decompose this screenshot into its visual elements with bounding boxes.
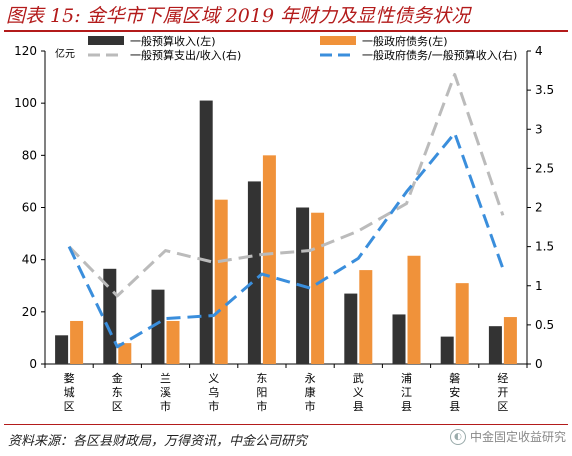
x-tick-label: 磐安县 [449,371,460,413]
y-tick-label-left: 40 [22,253,37,267]
footer-divider [4,424,568,425]
title-divider [4,30,568,32]
bar-budget-revenue [247,181,261,364]
x-tick-label: 义乌市 [208,372,219,413]
watermark: ◐ 中金固定收益研究 [449,428,566,445]
bar-government-debt [262,155,276,364]
y-tick-label-left: 100 [14,96,37,110]
bar-budget-revenue [392,314,406,364]
line-expenditure-revenue-ratio [68,72,505,298]
bar-government-debt [214,199,228,364]
y-tick-label-left: 120 [14,44,37,58]
line-debt-revenue-ratio [67,131,505,349]
bar-government-debt [455,283,469,364]
bar-budget-revenue [440,336,454,364]
y-tick-label-left: 20 [22,305,37,319]
x-tick-label: 浦江县 [401,372,412,413]
x-tick-label: 永康市 [305,371,316,413]
bar-government-debt [311,212,325,364]
legend-label: 一般政府债务/一般预算收入(右) [362,48,517,62]
x-tick-label: 武义县 [353,372,364,413]
bar-government-debt [359,270,373,364]
legend-label: 一般预算支出/收入(右) [130,48,241,62]
x-tick-label: 经开区 [497,372,508,413]
x-tick-label: 兰溪市 [160,372,171,413]
bar-government-debt [166,320,180,364]
y-tick-label-right: 0 [535,357,543,371]
y-tick-label-right: 0.5 [535,318,554,332]
y-tick-label-right: 3.5 [535,83,554,97]
bar-budget-revenue [488,326,502,364]
y-tick-label-right: 4 [535,44,543,58]
bar-government-debt [503,317,517,364]
x-tick-label: 东阳市 [256,372,267,413]
y-tick-label-right: 1 [535,279,543,293]
bar-budget-revenue [151,289,165,364]
source-note: 资料来源：各区县财政局，万得资讯，中金公司研究 [8,434,308,449]
chart-title: 图表 15: 金华市下属区域 2019 年财力及显性债务状况 [6,5,471,27]
bar-budget-revenue [344,293,358,364]
x-tick-label: 婺城区 [64,372,75,413]
bar-government-debt [70,320,84,364]
y-tick-label-right: 1.5 [535,240,554,254]
y-tick-label-left: 60 [22,201,37,215]
y-tick-label-right: 2.5 [535,161,554,175]
bar-government-debt [118,343,132,364]
legend-label: 一般预算收入(左) [130,34,216,48]
bar-government-debt [407,255,421,364]
bar-budget-revenue [199,100,213,364]
y-tick-label-left: 0 [29,357,37,371]
y-tick-label-left: 80 [22,148,37,162]
y-tick-label-right: 3 [535,122,543,136]
legend-swatch [320,36,356,45]
watermark-text: 中金固定收益研究 [469,430,566,444]
y-axis-unit: 亿元 [55,47,75,60]
wechat-icon: ◐ [449,428,466,445]
x-tick-label: 金东区 [112,371,123,413]
legend-label: 一般政府债务(左) [362,34,448,48]
bar-budget-revenue [55,335,69,364]
legend-swatch [88,36,124,45]
y-tick-label-right: 2 [535,201,543,215]
